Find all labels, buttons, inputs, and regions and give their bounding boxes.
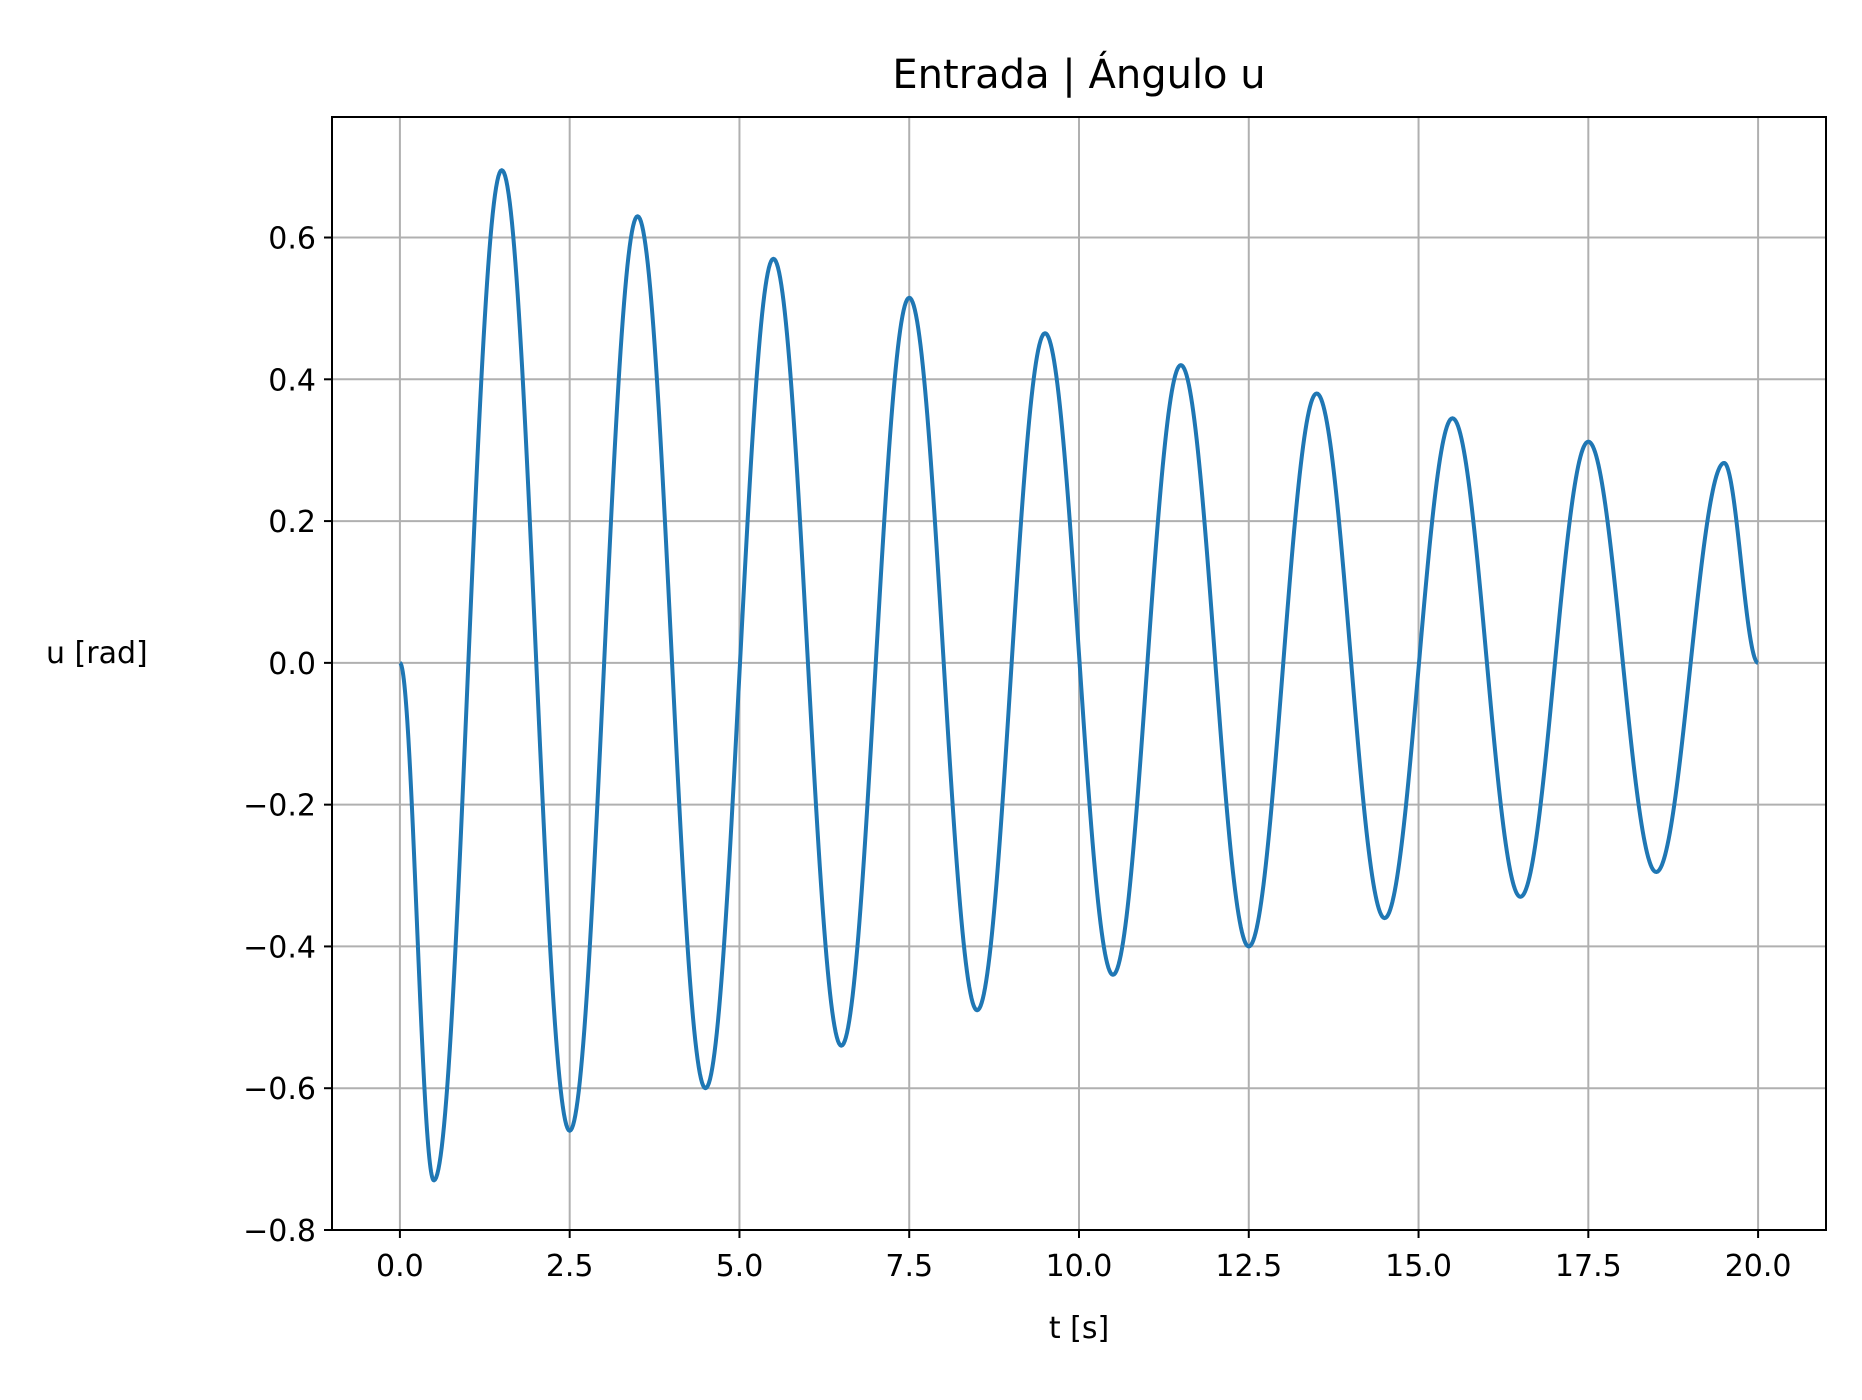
x-tick-label: 2.5 xyxy=(546,1249,594,1284)
y-tick-label: 0.6 xyxy=(268,222,316,257)
series-layer xyxy=(398,168,1760,1183)
y-tick-label: −0.6 xyxy=(243,1072,316,1107)
chart-title: Entrada | Ángulo u xyxy=(892,50,1265,98)
y-tick-label: −0.2 xyxy=(243,789,316,824)
x-tick-label: 12.5 xyxy=(1215,1249,1282,1284)
series-line xyxy=(398,168,1760,1183)
y-tick-label: 0.0 xyxy=(268,647,316,682)
x-axis-label: t [s] xyxy=(1049,1311,1109,1346)
y-axis-label: u [rad] xyxy=(46,636,148,671)
x-tick-label: 5.0 xyxy=(716,1249,764,1284)
y-tick-label: 0.4 xyxy=(268,363,316,398)
x-tick-label: 7.5 xyxy=(885,1249,933,1284)
x-tick-label: 10.0 xyxy=(1046,1249,1113,1284)
x-tick-label: 15.0 xyxy=(1385,1249,1452,1284)
x-tick-label: 0.0 xyxy=(376,1249,424,1284)
y-tick-label: −0.8 xyxy=(243,1214,316,1249)
y-tick-label: 0.2 xyxy=(268,505,316,540)
x-tick-label: 20.0 xyxy=(1725,1249,1792,1284)
x-tick-label: 17.5 xyxy=(1555,1249,1622,1284)
x-axis: 0.0 2.5 5.0 7.5 10.0 12.5 15.0 17.5 20.0 xyxy=(376,1230,1791,1284)
y-tick-label: −0.4 xyxy=(243,930,316,965)
y-axis: −0.8 −0.6 −0.4 −0.2 0.0 0.2 0.4 0.6 xyxy=(243,222,332,1249)
